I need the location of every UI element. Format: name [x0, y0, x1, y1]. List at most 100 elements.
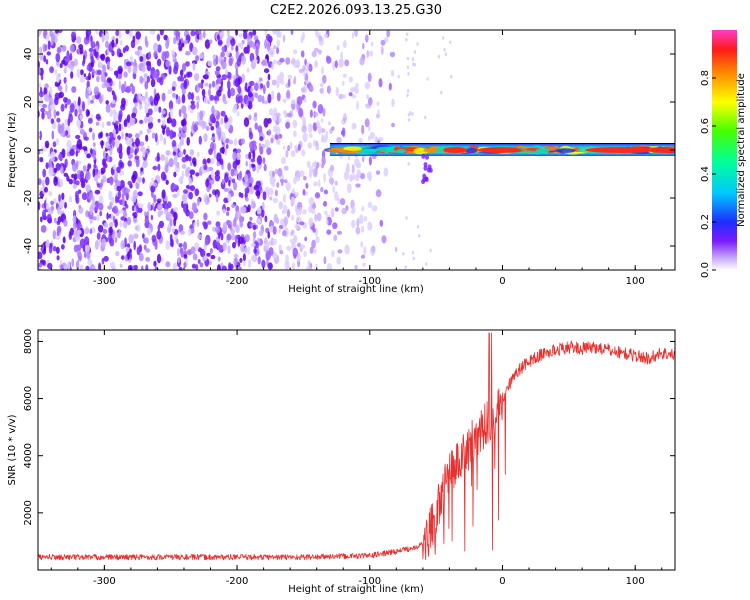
snr-x-label: Height of straight line (km) — [288, 584, 424, 595]
noise-blob — [79, 264, 84, 270]
noise-blob — [244, 246, 248, 254]
noise-blob — [118, 110, 123, 119]
noise-blob — [181, 93, 186, 104]
noise-blob — [263, 100, 268, 105]
noise-blob — [192, 202, 197, 209]
noise-blob — [114, 178, 118, 184]
noise-blob — [314, 192, 321, 199]
noise-blob — [109, 147, 113, 156]
noise-blob — [173, 212, 178, 221]
noise-blob — [157, 163, 161, 172]
noise-blob — [380, 46, 384, 55]
noise-blob — [165, 60, 171, 68]
noise-blob — [340, 130, 345, 136]
noise-blob — [177, 95, 181, 105]
noise-blob — [224, 173, 229, 183]
noise-blob — [75, 150, 79, 157]
noise-blob — [134, 224, 139, 231]
noise-blob — [66, 98, 72, 105]
noise-blob — [184, 38, 189, 45]
noise-blob — [50, 151, 56, 158]
noise-blob — [449, 40, 452, 45]
noise-blob — [77, 251, 83, 262]
noise-blob — [106, 121, 111, 126]
noise-blob — [92, 265, 96, 270]
noise-blob — [363, 246, 367, 256]
noise-blob — [217, 256, 221, 262]
noise-blob — [277, 138, 281, 146]
noise-blob — [105, 100, 109, 105]
noise-blob — [102, 228, 108, 235]
noise-blob — [214, 174, 221, 182]
noise-blob — [160, 154, 165, 162]
noise-blob — [343, 112, 347, 118]
noise-blob — [301, 149, 306, 157]
colorbar-label: Normalized spectral amplitude — [736, 73, 747, 227]
noise-blob — [80, 69, 84, 76]
noise-blob — [253, 248, 257, 254]
noise-blob — [258, 77, 263, 82]
noise-blob — [344, 244, 350, 255]
noise-blob — [183, 79, 188, 90]
noise-blob — [94, 240, 99, 251]
noise-blob — [44, 186, 48, 193]
noise-blob — [302, 132, 308, 143]
noise-blob — [66, 175, 70, 182]
noise-blob — [283, 110, 287, 116]
noise-blob — [203, 255, 208, 261]
noise-blob — [147, 201, 152, 212]
noise-blob — [290, 150, 296, 158]
noise-blob — [42, 168, 47, 178]
colorbar-tick-label: 0.4 — [700, 166, 711, 182]
noise-blob — [66, 139, 72, 150]
noise-blob — [154, 241, 158, 250]
noise-blob — [61, 122, 65, 131]
noise-blob — [98, 95, 103, 104]
noise-blob — [217, 34, 221, 41]
noise-blob — [157, 118, 161, 123]
noise-blob — [129, 148, 134, 154]
noise-blob — [159, 133, 163, 142]
noise-blob — [120, 240, 125, 250]
noise-blob — [38, 90, 44, 98]
noise-blob — [374, 135, 379, 145]
noise-blob — [193, 160, 197, 167]
noise-blob — [326, 85, 331, 94]
noise-blob — [178, 266, 183, 270]
noise-blob — [198, 30, 202, 35]
noise-blob — [450, 75, 453, 79]
noise-blob — [232, 160, 238, 169]
noise-blob — [156, 152, 160, 162]
noise-blob — [273, 59, 277, 64]
noise-blob — [196, 151, 200, 158]
noise-blob — [79, 47, 84, 55]
noise-blob — [331, 250, 335, 258]
noise-blob — [276, 30, 281, 38]
noise-blob — [308, 170, 313, 179]
noise-blob — [231, 44, 234, 51]
noise-blob — [314, 213, 317, 222]
noise-blob — [167, 117, 172, 124]
noise-blob — [188, 211, 194, 220]
noise-blob — [278, 201, 284, 210]
colorbar-tick-label: 0.2 — [700, 214, 711, 230]
noise-blob — [203, 164, 208, 171]
noise-blob — [133, 217, 138, 224]
noise-blob — [45, 34, 50, 42]
noise-blob — [304, 236, 308, 242]
noise-blob — [225, 68, 229, 76]
noise-blob — [367, 221, 373, 231]
noise-blob — [355, 183, 361, 188]
noise-blob — [198, 53, 204, 60]
noise-blob — [74, 108, 78, 117]
noise-blob — [128, 234, 134, 244]
noise-blob — [227, 193, 232, 203]
noise-blob — [200, 248, 206, 258]
noise-blob — [119, 52, 123, 58]
noise-blob — [187, 104, 191, 111]
noise-blob — [165, 126, 171, 137]
noise-blob — [276, 39, 280, 48]
noise-blob — [257, 94, 263, 103]
noise-blob — [219, 32, 222, 38]
noise-blob — [49, 66, 54, 74]
